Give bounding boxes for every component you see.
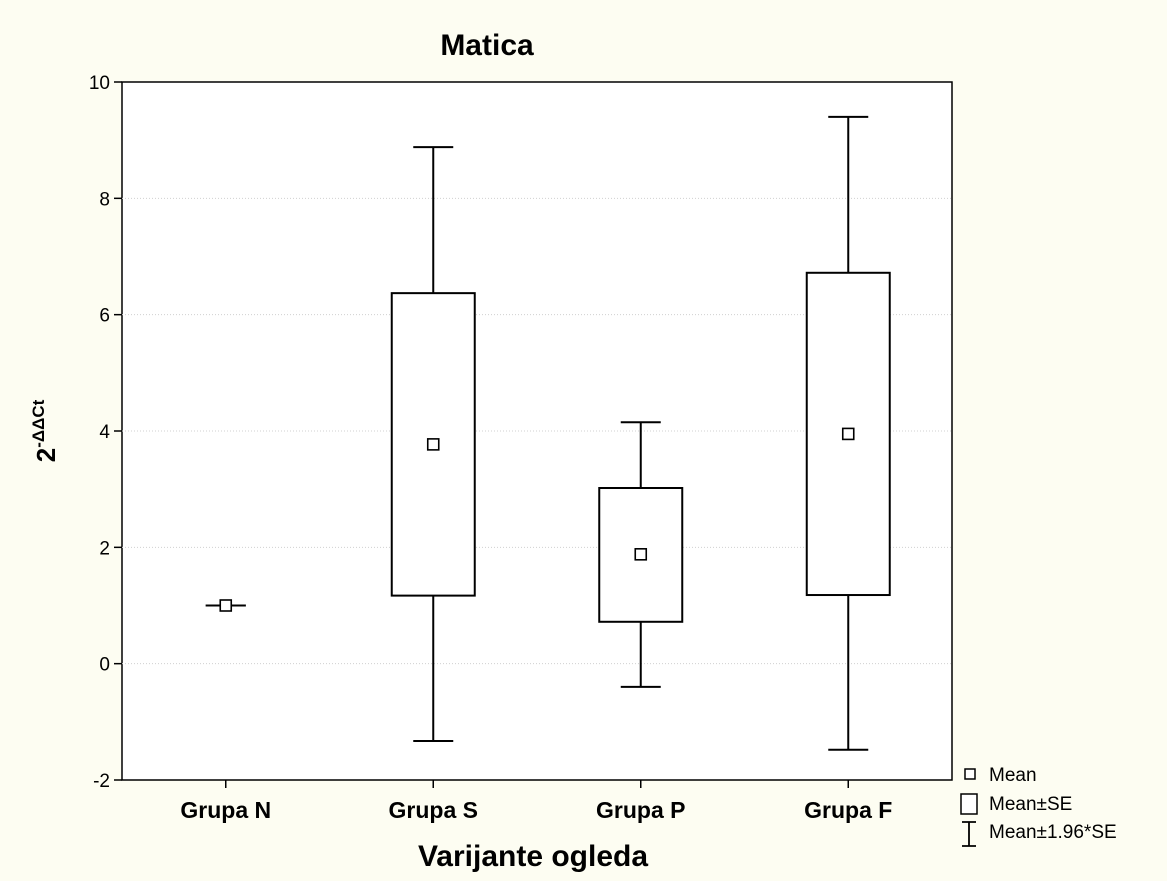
mean-marker bbox=[841, 427, 855, 441]
axis-ticks: -2 0 2 4 6 8 10 Grupa N Grupa S Grupa P Grupa F bbox=[89, 73, 892, 823]
chart-marks bbox=[205, 115, 891, 751]
legend-box-symbol bbox=[960, 793, 978, 815]
legend-whisker-symbol bbox=[962, 821, 976, 847]
y-tick-label: 8 bbox=[99, 189, 110, 210]
mean-marker bbox=[426, 438, 440, 451]
x-tick-label: Grupa P bbox=[596, 797, 685, 823]
legend: Mean Mean±SE Mean±1.96*SE bbox=[960, 765, 1117, 847]
y-tick-label: 4 bbox=[99, 422, 110, 443]
y-axis-label: 2-ΔΔCt bbox=[29, 399, 61, 462]
legend-mean-label: Mean bbox=[989, 765, 1037, 786]
x-tick-label: Grupa N bbox=[180, 797, 271, 823]
legend-mean-symbol bbox=[964, 768, 976, 780]
grid-lines bbox=[122, 197, 952, 665]
y-axis-label-base: 2 bbox=[31, 448, 61, 462]
mean-marker bbox=[634, 548, 648, 561]
y-axis-label-superscript: -ΔΔCt bbox=[29, 399, 48, 447]
x-axis-label: Varijante ogleda bbox=[418, 840, 648, 873]
x-tick-label: Grupa S bbox=[389, 797, 478, 823]
y-tick-label: 2 bbox=[99, 538, 110, 559]
x-tick-label: Grupa F bbox=[804, 797, 892, 823]
y-tick-label: -2 bbox=[93, 771, 110, 792]
mean-marker bbox=[219, 599, 233, 612]
chart-title: Matica bbox=[440, 29, 534, 62]
legend-se-label: Mean±SE bbox=[989, 794, 1072, 815]
y-tick-label: 10 bbox=[89, 73, 110, 94]
y-tick-label: 6 bbox=[99, 306, 110, 327]
y-tick-label: 0 bbox=[99, 655, 110, 676]
legend-ci-label: Mean±1.96*SE bbox=[989, 822, 1117, 843]
